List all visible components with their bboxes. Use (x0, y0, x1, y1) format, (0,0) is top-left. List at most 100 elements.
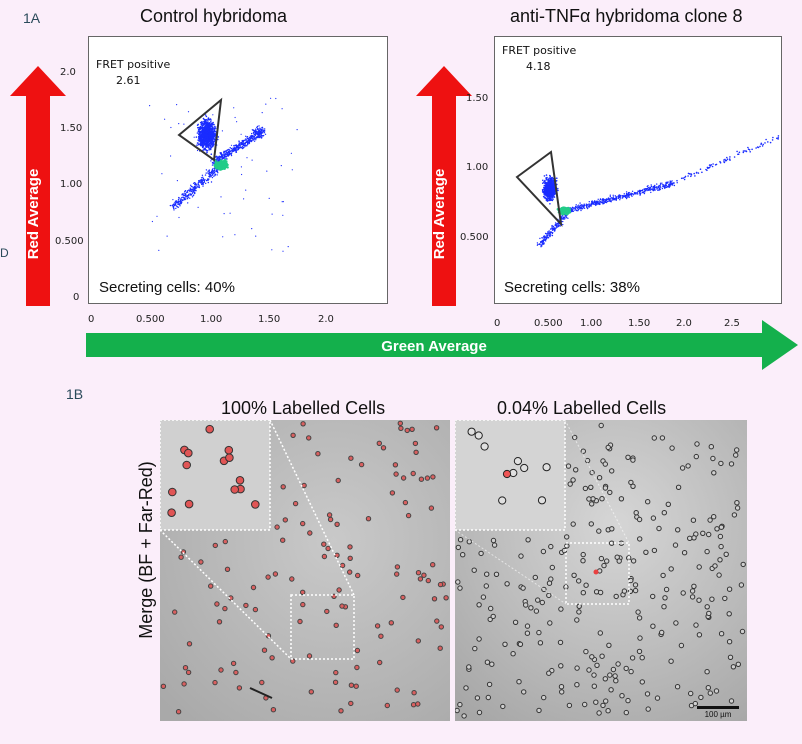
scatter-dot (709, 165, 712, 167)
scatter-dot (777, 135, 780, 137)
row-label-text: Merge (BF + Far-Red) (136, 461, 156, 639)
scatter-dot (233, 145, 235, 147)
scatter-dot (186, 191, 189, 193)
cell (541, 694, 547, 701)
scatter-dot (550, 228, 552, 230)
scatter-dot (552, 180, 555, 182)
scatter-dot (231, 149, 233, 152)
scatter-dot (551, 192, 553, 195)
cell (576, 578, 582, 584)
scatter-dot (209, 132, 211, 135)
scatter-dot (213, 172, 215, 174)
scatter-dot (175, 205, 178, 207)
cell (325, 545, 331, 552)
cell (723, 551, 729, 558)
scatter-dot (708, 167, 710, 169)
cell (628, 479, 634, 486)
scatter-dot (248, 142, 250, 145)
scatter-dot (573, 207, 576, 209)
cell (537, 496, 547, 505)
scatter-dot (205, 182, 207, 185)
scatter-dot (653, 187, 656, 189)
cell (564, 534, 570, 540)
scatter-dot (211, 123, 214, 126)
micrograph-left (160, 420, 450, 721)
scatter-dot (228, 149, 231, 151)
scatter-dot (645, 188, 647, 190)
scatter-dot (724, 159, 727, 162)
cell (484, 571, 490, 577)
scatter-dot (672, 182, 675, 184)
scatter-dot (668, 184, 671, 186)
scatter-dot (197, 139, 199, 141)
scatter-dot (719, 162, 722, 164)
scatter-dot (255, 235, 257, 237)
cell (261, 647, 268, 653)
scatter-dot (697, 172, 700, 174)
cell (574, 682, 580, 688)
x-axis-arrow: Green Average (86, 320, 798, 370)
scatter-dot (618, 195, 621, 198)
scatter-dot (212, 170, 214, 172)
plot2-xtick: 0.500 (534, 318, 563, 329)
cell (333, 669, 339, 676)
scatter-dot (551, 229, 554, 231)
cell (636, 516, 643, 523)
cell (663, 586, 670, 593)
scatter-dot (607, 197, 610, 199)
scatter-dot (586, 207, 588, 209)
scatter-dot (205, 130, 208, 132)
scatter-dot (183, 192, 185, 195)
scatter-dot (211, 125, 213, 127)
scatter-dot (252, 138, 254, 140)
scatter-dot (195, 136, 198, 138)
scatter-dot (191, 188, 193, 191)
scatter-dot (651, 188, 653, 191)
scatter-dot (179, 203, 181, 205)
scatter-dot (563, 218, 565, 220)
plot2-secreting: Secreting cells: 38% (504, 279, 640, 296)
scatter-dot (546, 235, 548, 237)
scatter-dot (711, 165, 714, 168)
scatter-dot (212, 114, 214, 116)
cell (472, 645, 478, 652)
scatter-dot (229, 147, 231, 149)
scatter-dot (760, 143, 762, 145)
scatter-dot (205, 138, 207, 140)
cell (175, 709, 182, 715)
scatter-dot (249, 135, 252, 137)
scatter-dot (665, 186, 668, 189)
cell (235, 476, 245, 485)
cell (718, 524, 725, 530)
scatter-dot (664, 186, 666, 189)
scatter-dot (635, 192, 637, 194)
scatter-dot (542, 182, 544, 184)
cell (205, 424, 215, 434)
scatter-dot (566, 217, 568, 219)
scatter-dot (738, 151, 741, 154)
cell (502, 469, 512, 479)
scatter-dot (245, 138, 248, 140)
cell (656, 525, 662, 532)
plot1-gate-value: 2.61 (116, 74, 141, 87)
cell (409, 426, 415, 433)
scatter-dot (553, 193, 556, 196)
scatter-dot (579, 208, 582, 210)
scatter-dot (205, 132, 207, 134)
scatter-dot (757, 146, 760, 149)
scatter-dot (211, 174, 213, 176)
scatter-dot (220, 196, 222, 198)
scatter-dot (542, 191, 544, 194)
scatter-dot (211, 176, 214, 179)
cell (668, 658, 674, 664)
scatter-dot (201, 122, 204, 124)
scatter-dot (543, 193, 545, 195)
scatter-dot (252, 136, 255, 138)
scatter-dot (245, 141, 247, 144)
cell (689, 594, 696, 600)
cell (517, 641, 524, 648)
scatter-dot (205, 118, 207, 121)
cell (713, 688, 720, 694)
scatter-dot (628, 194, 630, 196)
scatter-dot (203, 147, 205, 150)
